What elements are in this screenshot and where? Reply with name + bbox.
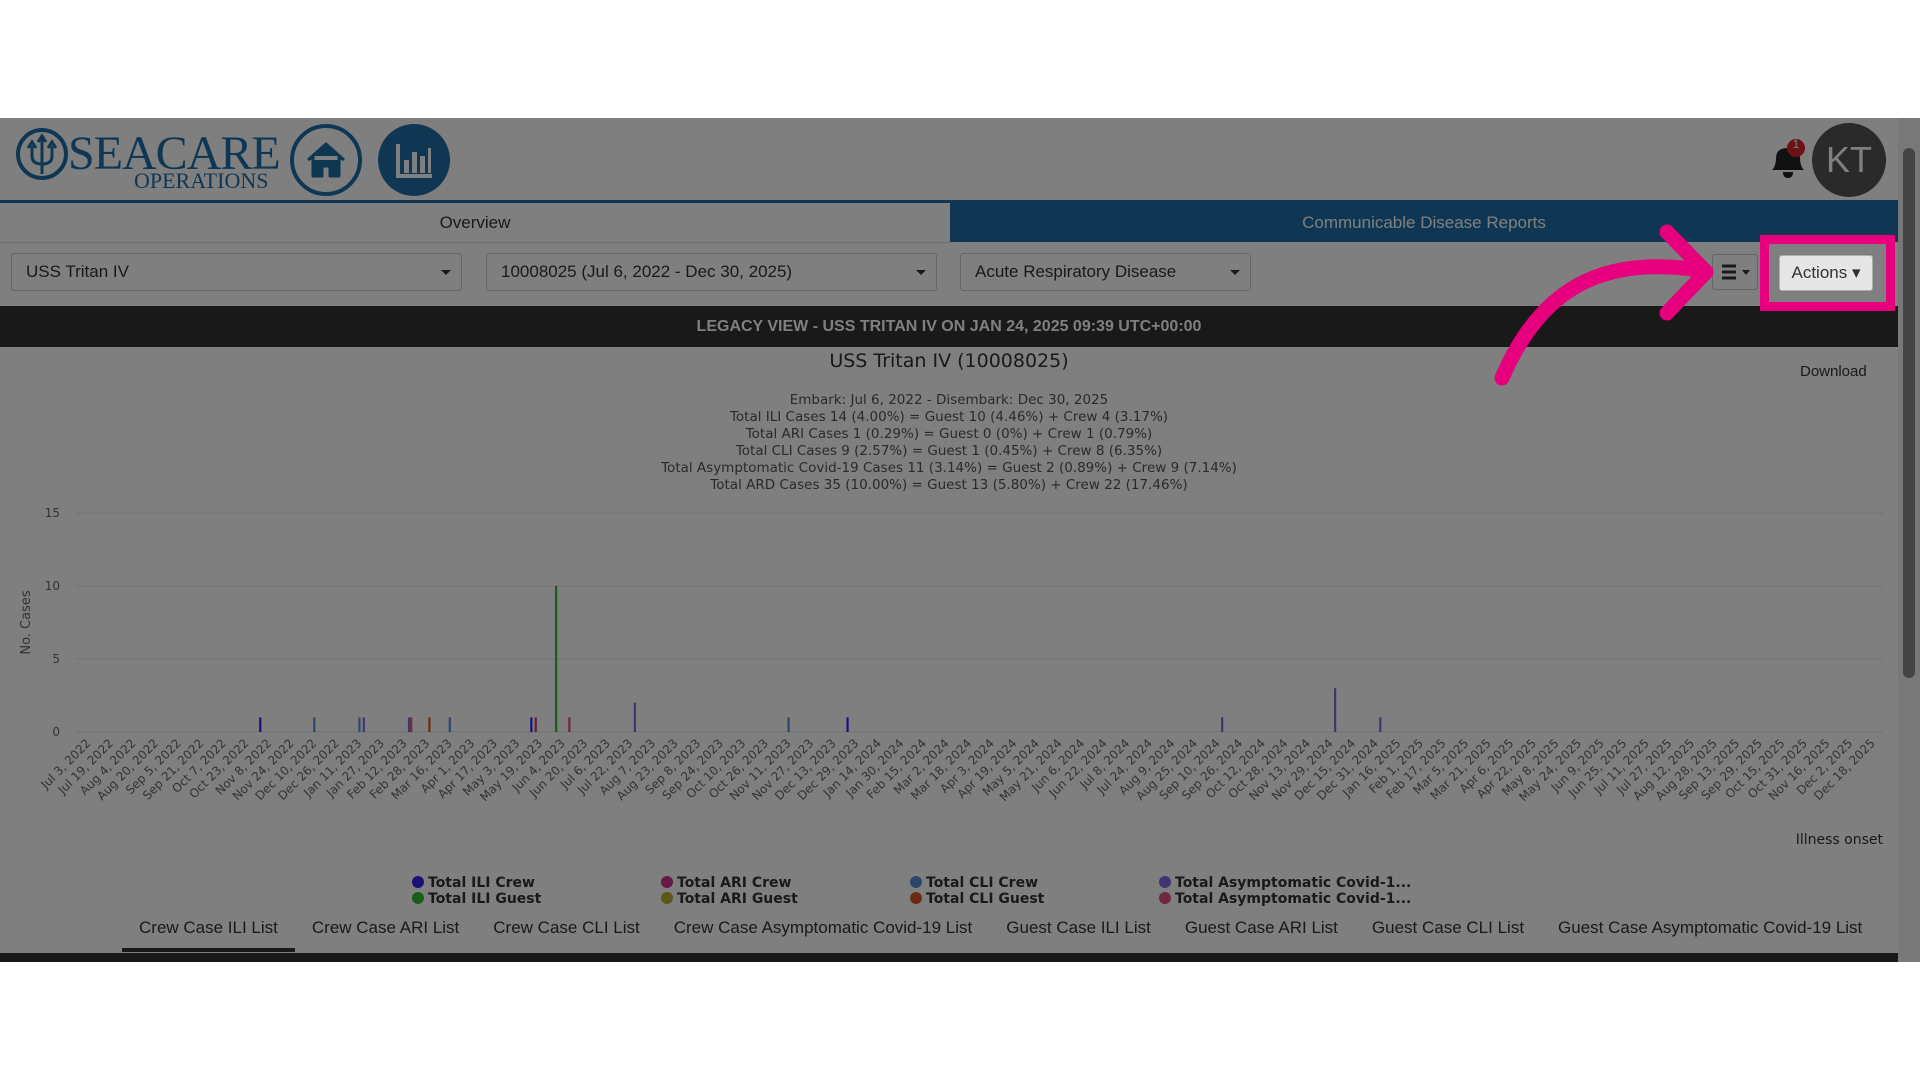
dim-overlay [0, 118, 1920, 962]
actions-button[interactable]: Actions ▾ [1779, 255, 1873, 291]
highlight-box [1760, 235, 1895, 311]
actions-label: Actions [1791, 263, 1848, 282]
